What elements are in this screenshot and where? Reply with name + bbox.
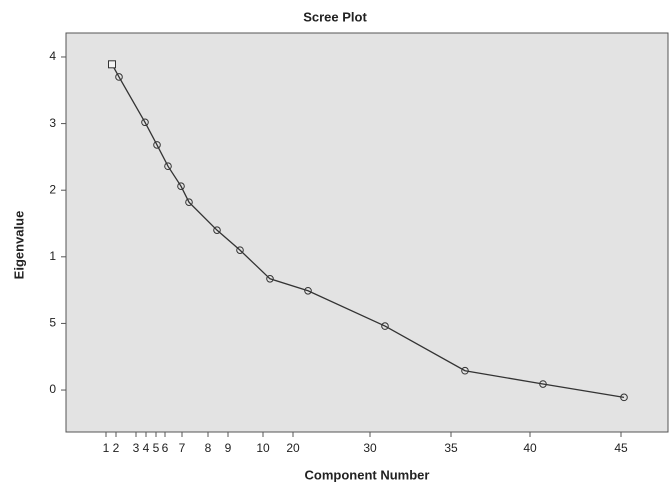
marker: [539, 380, 547, 388]
y-tick-label: 1: [49, 249, 56, 263]
x-tick-label: 9: [225, 441, 232, 455]
y-tick-label: 2: [49, 182, 56, 196]
y-tick-label: 3: [49, 116, 56, 130]
marker: [153, 141, 161, 149]
y-axis-label: Eigenvalue: [11, 211, 26, 280]
marker: [304, 286, 312, 295]
x-tick-label: 6: [162, 441, 169, 455]
marker: [108, 60, 116, 69]
marker: [236, 246, 244, 254]
marker: [141, 118, 149, 127]
marker: [381, 322, 389, 330]
x-tick-label: 8: [205, 441, 212, 455]
x-tick-label: 5: [153, 441, 160, 455]
y-tick-label: 0: [49, 382, 56, 396]
marker: [177, 182, 185, 191]
x-tick-label: 40: [523, 441, 537, 455]
chart-title: Scree Plot: [303, 9, 367, 24]
marker: [164, 162, 172, 171]
y-tick-label: 4: [49, 49, 56, 63]
marker: [185, 198, 193, 206]
marker: [213, 226, 221, 234]
x-tick-label: 35: [444, 441, 458, 455]
x-tick-label: 7: [179, 441, 186, 455]
y-tick-label: 5: [49, 316, 56, 330]
x-tick-label: 3: [133, 441, 140, 455]
x-tick-label: 20: [286, 441, 300, 455]
plot-area: [65, 32, 669, 433]
x-tick-label: 10: [256, 441, 270, 455]
marker: [266, 274, 274, 283]
marker: [115, 73, 123, 81]
marker: [461, 366, 469, 375]
x-tick-label: 30: [363, 441, 377, 455]
marker: [620, 393, 628, 402]
x-axis-label: Component Number: [305, 467, 430, 482]
x-tick-label: 2: [113, 441, 120, 455]
line: [111, 63, 625, 399]
x-tick-label: 1: [103, 441, 110, 455]
x-tick-label: 4: [143, 441, 150, 455]
x-tick-label: 45: [614, 441, 628, 455]
